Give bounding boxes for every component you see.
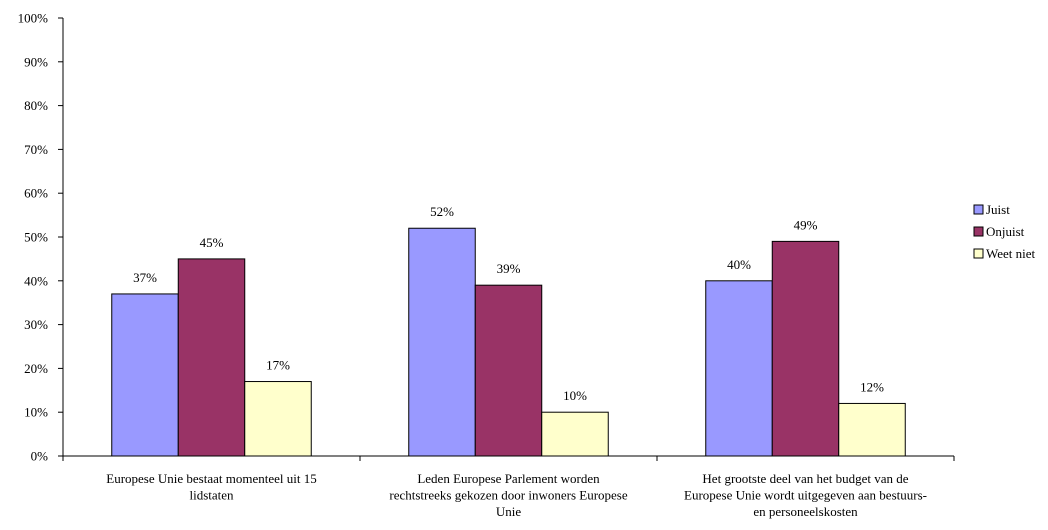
legend-label: Weet niet [986, 246, 1036, 261]
y-tick-label: 90% [24, 54, 48, 69]
data-label: 37% [133, 270, 157, 285]
y-tick-label: 50% [24, 230, 48, 245]
bar-onjuist [771, 240, 840, 457]
x-category-label-line: rechtstreeks gekozen door inwoners Europ… [389, 488, 627, 503]
y-tick-label: 10% [24, 405, 48, 420]
x-category-label: Europese Unie bestaat momenteel uit 15 li… [106, 471, 316, 503]
bar-weet-niet [541, 411, 609, 457]
data-label: 10% [563, 388, 587, 403]
data-label: 52% [430, 204, 454, 219]
bars [111, 227, 906, 457]
y-tick-label: 0% [31, 449, 49, 464]
bar-juist [705, 280, 773, 457]
x-category-label-line: Europese Unie wordt uitgegeven aan bestu… [684, 488, 927, 503]
data-label: 39% [497, 261, 521, 276]
x-category-label: Leden Europese Parlement worden rechtstre… [389, 471, 627, 519]
legend-label: Onjuist [986, 224, 1025, 239]
data-label: 12% [860, 379, 884, 394]
x-category-label-line: lidstaten [189, 488, 234, 503]
bar-weet-niet [838, 402, 906, 457]
x-category-label-line: Europese Unie bestaat momenteel uit 15 [106, 471, 316, 486]
data-labels: 37% 45% 17% 52% 39% 10% 40% 49% 12% [133, 204, 884, 403]
bar-juist [408, 227, 476, 457]
y-tick-label: 30% [24, 317, 48, 332]
legend-swatch [973, 226, 984, 237]
x-category-label-line: Het grootste deel van het budget van de [702, 471, 908, 486]
legend-swatch [973, 248, 984, 259]
legend: Juist Onjuist Weet niet [973, 202, 1036, 261]
data-label: 45% [200, 235, 224, 250]
legend-swatch [973, 204, 984, 215]
bar-juist [111, 293, 179, 457]
x-category-label-line: Unie [496, 504, 522, 519]
y-tick-label: 40% [24, 273, 48, 288]
data-label: 40% [727, 257, 751, 272]
data-label: 17% [266, 358, 290, 373]
x-axis: Europese Unie bestaat momenteel uit 15 li… [62, 455, 955, 519]
x-category-label-line: en personeelskosten [753, 504, 858, 519]
bar-onjuist [474, 284, 543, 457]
bar-weet-niet [244, 381, 312, 457]
y-tick-label: 80% [24, 98, 48, 113]
legend-label: Juist [986, 202, 1010, 217]
x-category-label-line: Leden Europese Parlement worden [417, 471, 600, 486]
y-tick-label: 20% [24, 361, 48, 376]
y-tick-label: 100% [18, 11, 49, 26]
x-category-label: Het grootste deel van het budget van de E… [684, 471, 927, 519]
y-axis: 0% 10% 20% 30% 40% 50% 60% 70% 80% 90% 100% [18, 11, 64, 464]
y-tick-label: 60% [24, 186, 48, 201]
data-label: 49% [794, 217, 818, 232]
y-tick-label: 70% [24, 142, 48, 157]
bar-onjuist [177, 258, 246, 457]
